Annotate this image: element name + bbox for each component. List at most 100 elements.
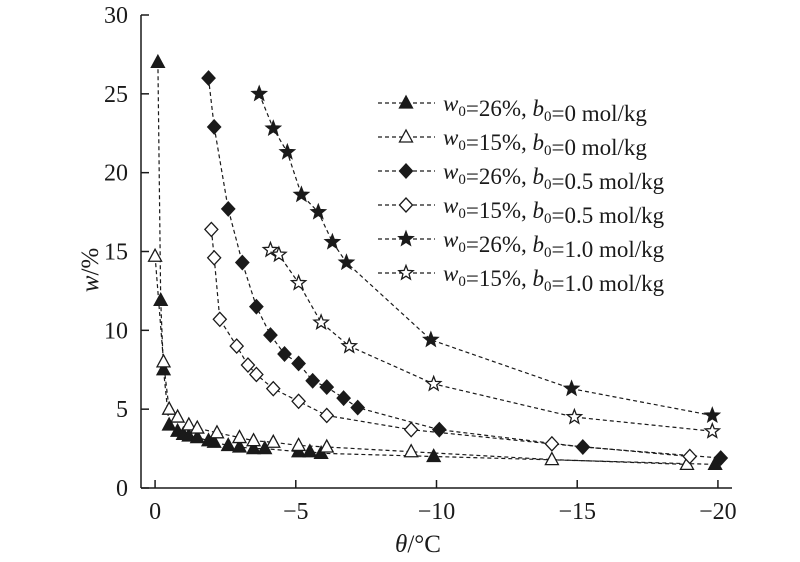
data-point [153,292,169,307]
data-point [422,330,440,348]
data-point [265,433,281,448]
x-tick-label: −5 [283,499,309,525]
data-point [426,448,442,463]
data-point [264,119,283,137]
y-tick-label: 15 [104,240,128,266]
legend-marker [398,163,414,179]
data-point [261,240,280,258]
legend-item: w0=26%, b0=0 mol/kg [378,91,647,126]
data-point [147,247,163,262]
legend-label: w0=26%, b0=0 mol/kg [443,91,647,126]
data-point [206,433,222,448]
y-axis-title: w/% [77,248,104,292]
data-point [278,142,297,160]
data-point [292,185,311,203]
y-tick-label: 0 [116,476,128,502]
y-axis-unit: /% [77,248,104,276]
data-point [240,357,256,373]
legend-label: w0=26%, b0=0.5 mol/kg [443,159,665,194]
y-tick-label: 25 [104,82,128,108]
data-point [231,438,248,453]
data-point [350,399,366,416]
data-point [319,438,335,453]
data-point [161,400,177,415]
y-tick-label: 30 [104,3,128,29]
data-point [403,443,419,458]
data-point [248,366,264,383]
data-point [713,450,729,466]
data-point [302,443,318,458]
data-point [291,393,306,410]
data-point [220,200,236,217]
x-axis-symbol: θ [395,531,407,558]
data-point [403,421,419,438]
series-line [207,78,721,459]
data-point [169,408,186,423]
data-point [181,427,197,442]
data-point [181,416,197,431]
data-point [312,313,330,330]
x-tick-label: −10 [418,499,456,525]
data-point [305,372,321,389]
legend-marker [398,128,414,143]
data-point [336,390,352,407]
y-tick-label: 5 [116,397,128,423]
data-point [319,379,335,396]
series-5 [250,84,722,424]
data-point [245,440,262,455]
data-point [319,407,335,424]
data-point [289,273,308,291]
plot-axes: 0 5 10 15 20 25 30 0 −5 −10 −15 −20 [104,3,737,525]
data-point [544,435,560,452]
data-point [323,232,342,250]
data-point [291,355,306,372]
data-point [270,245,288,263]
legend-marker [397,229,415,247]
legend-marker [398,94,414,109]
legend-label: w0=15%, b0=0.5 mol/kg [443,193,665,228]
legend-label: w0=15%, b0=1.0 mol/kg [443,261,665,296]
data-point [229,338,245,355]
data-point [337,253,356,271]
x-tick-label: 0 [149,499,161,525]
legend-item: w0=26%, b0=1.0 mol/kg [378,227,665,262]
data-point [424,374,443,392]
data-point [250,84,269,102]
data-point [682,448,698,465]
data-point [189,419,205,434]
legend-item: w0=15%, b0=0 mol/kg [378,125,647,160]
series-6 [261,240,722,439]
y-tick-label: 20 [104,161,128,187]
legend-marker [398,197,414,213]
data-point [155,353,172,368]
data-point [562,379,581,397]
data-point [309,202,328,220]
data-point [212,311,228,328]
x-tick-label: −15 [558,499,596,525]
series-1 [150,53,723,471]
legend-item: w0=26%, b0=0.5 mol/kg [378,159,665,194]
x-axis-title: θ/°C [395,531,441,558]
data-point [189,429,205,444]
data-point [565,407,584,425]
data-point [544,451,560,466]
data-point [265,380,281,397]
series-line [258,93,713,417]
series-2 [147,247,695,471]
y-axis-symbol: w [77,275,104,292]
legend-marker [397,263,415,281]
data-point [245,432,262,447]
series-3 [201,70,729,466]
data-point [703,421,722,439]
data-point [340,336,359,354]
x-axis-unit: /°C [407,531,441,558]
data-point [277,346,292,362]
legend-label: w0=15%, b0=0 mol/kg [443,125,647,160]
data-point [263,327,278,344]
data-point [431,421,447,438]
data-point [206,249,222,266]
legend-label: w0=26%, b0=1.0 mol/kg [443,227,665,262]
data-point [203,221,219,238]
